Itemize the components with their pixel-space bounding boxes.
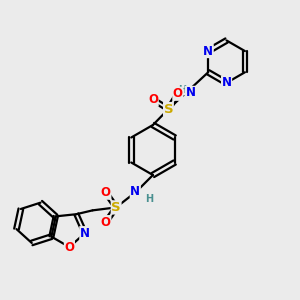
Text: O: O: [148, 93, 158, 106]
Text: O: O: [101, 216, 111, 229]
Text: O: O: [101, 186, 111, 199]
Text: H: H: [145, 194, 153, 205]
Text: S: S: [111, 201, 121, 214]
Text: N: N: [80, 227, 90, 240]
Text: O: O: [64, 241, 74, 254]
Text: O: O: [173, 87, 183, 100]
Text: N: N: [185, 86, 196, 99]
Text: S: S: [164, 103, 173, 116]
Text: H: H: [178, 85, 186, 95]
Text: N: N: [203, 45, 213, 58]
Text: N: N: [222, 76, 232, 89]
Text: N: N: [130, 185, 140, 198]
